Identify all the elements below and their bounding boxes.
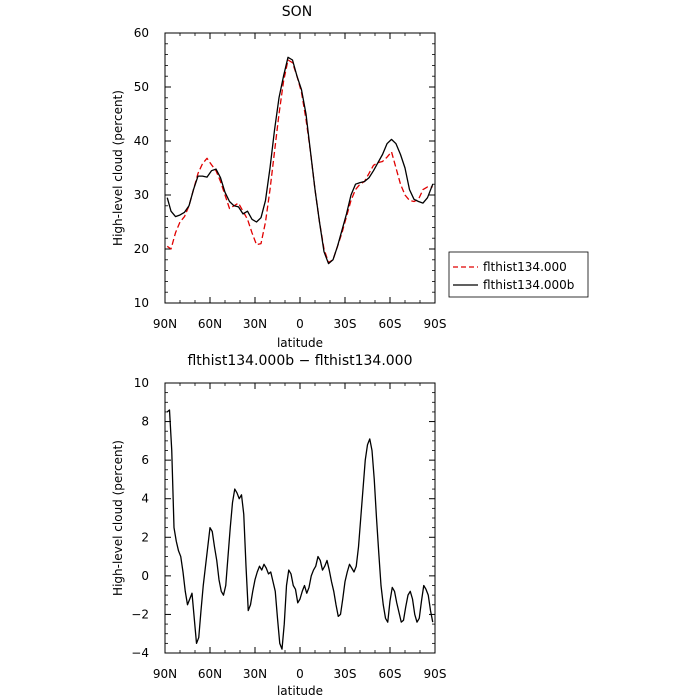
- top-axis-ticks: [164, 32, 436, 304]
- series-line-2: [166, 56, 434, 265]
- top-plot-frame: [164, 32, 436, 304]
- top-panel: SON 10 20 30 40 50 60 90N 60N 30N 0 30S 60S 90S lat…: [111, 4, 446, 350]
- x-tick-label: 0: [296, 317, 304, 331]
- x-tick-label: 30S: [334, 317, 357, 331]
- bottom-plot-frame: [164, 382, 436, 654]
- bottom-x-tick-labels: 90N 60N 30N 0 30S 60S 90S: [153, 667, 447, 681]
- y-tick-label: 8: [141, 415, 149, 429]
- y-tick-label: 10: [134, 296, 149, 310]
- x-tick-label: 90N: [153, 667, 177, 681]
- x-tick-label: 30S: [334, 667, 357, 681]
- y-tick-label: 10: [134, 376, 149, 390]
- y-tick-label: 40: [134, 134, 149, 148]
- x-tick-label: 90S: [424, 317, 447, 331]
- top-y-tick-labels: 10 20 30 40 50 60: [134, 26, 149, 310]
- top-x-tick-labels: 90N 60N 30N 0 30S 60S 90S: [153, 317, 447, 331]
- legend-box: [448, 251, 589, 298]
- bottom-series-group: [166, 409, 434, 650]
- top-plot-area: 10 20 30 40 50 60 90N 60N 30N 0 30S 60S 90S: [134, 26, 447, 331]
- top-panel-title: SON: [282, 4, 312, 20]
- y-tick-label: 4: [141, 492, 149, 506]
- bottom-panel-title: flthist134.000b − flthist134.000: [187, 353, 412, 369]
- y-tick-label: 60: [134, 26, 149, 40]
- top-y-axis-label: High-level cloud (percent): [111, 90, 125, 246]
- legend-entry-1: flthist134.000: [483, 260, 567, 274]
- y-tick-label: −2: [131, 607, 149, 621]
- x-tick-label: 60N: [198, 317, 222, 331]
- y-tick-label: −4: [131, 646, 149, 660]
- y-tick-label: 20: [134, 242, 149, 256]
- bottom-y-axis-label: High-level cloud (percent): [111, 440, 125, 596]
- y-tick-label: 6: [141, 453, 149, 467]
- series-line-1: [166, 409, 434, 650]
- top-x-axis-label: latitude: [277, 336, 323, 350]
- y-tick-label: 2: [141, 530, 149, 544]
- top-series-group: [166, 56, 434, 265]
- x-tick-label: 30N: [243, 317, 267, 331]
- y-tick-label: 0: [141, 569, 149, 583]
- series-line-1: [166, 59, 433, 264]
- x-tick-label: 90N: [153, 317, 177, 331]
- y-tick-label: 30: [134, 188, 149, 202]
- x-tick-label: 0: [296, 667, 304, 681]
- x-tick-label: 60S: [379, 317, 402, 331]
- x-tick-label: 60N: [198, 667, 222, 681]
- bottom-axis-ticks: [164, 382, 436, 654]
- x-tick-label: 30N: [243, 667, 267, 681]
- x-tick-label: 90S: [424, 667, 447, 681]
- bottom-panel: flthist134.000b − flthist134.000 −4 −2 0 2 4…: [111, 353, 446, 698]
- x-tick-label: 60S: [379, 667, 402, 681]
- bottom-plot-area: −4 −2 0 2 4 6 8 10 90N 60N 30N 0 30S 60S 90S: [131, 376, 446, 681]
- y-tick-label: 50: [134, 80, 149, 94]
- legend: flthist134.000 flthist134.000b: [448, 251, 589, 298]
- legend-entry-2: flthist134.000b: [483, 278, 574, 292]
- bottom-y-tick-labels: −4 −2 0 2 4 6 8 10: [131, 376, 149, 660]
- bottom-x-axis-label: latitude: [277, 684, 323, 698]
